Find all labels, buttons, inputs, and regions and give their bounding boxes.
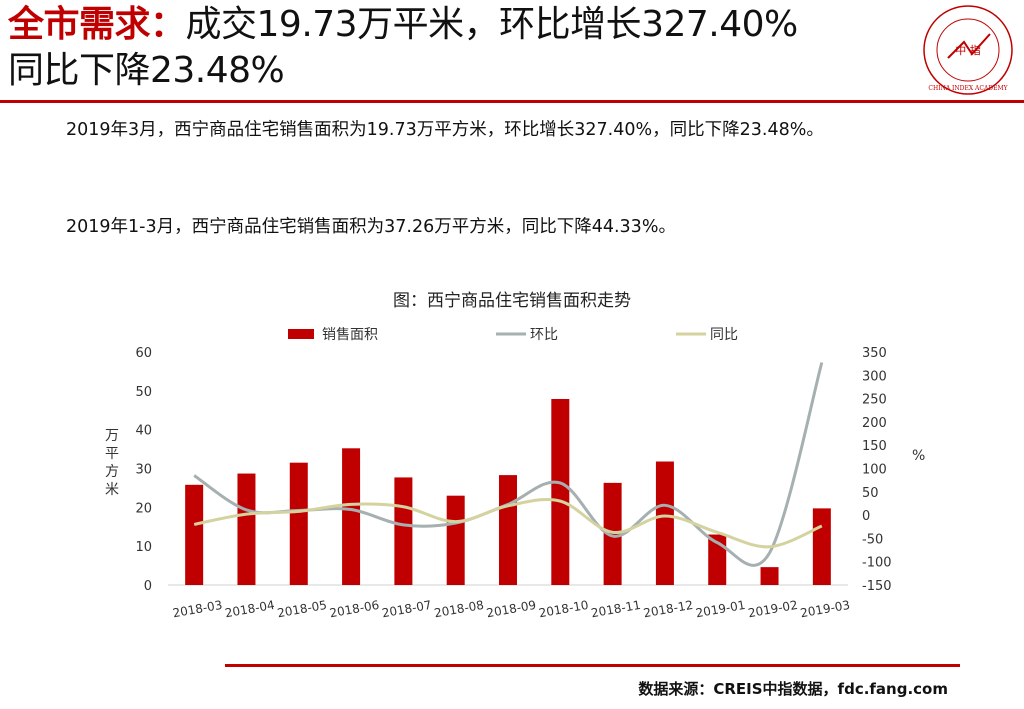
heading-lead: 全市需求： xyxy=(8,4,186,45)
x-tick-label: 2019-02 xyxy=(747,598,799,620)
bar-2018-03 xyxy=(185,484,204,585)
page-heading: 全市需求：成交19.73万平米，环比增长327.40% 同比下降23.48% xyxy=(8,2,908,94)
left-tick-label: 40 xyxy=(135,424,152,439)
right-tick-label: 200 xyxy=(862,416,887,431)
bar-2018-12 xyxy=(655,461,674,585)
bar-2018-11 xyxy=(603,482,622,585)
logo-ring-text: CHINA INDEX ACADEMY xyxy=(928,85,1008,92)
x-tick-label: 2018-10 xyxy=(538,598,590,620)
right-tick-label: -50 xyxy=(862,532,883,547)
x-tick-label: 2018-05 xyxy=(276,598,328,620)
left-axis-label-char: 万 xyxy=(105,428,119,444)
right-tick-label: 0 xyxy=(862,509,870,524)
x-axis-labels: 2018-03 2018-04 2018-05 2018-06 2018-07 2018-… xyxy=(172,598,852,620)
summary-paragraph-2: 2019年1-3月，西宁商品住宅销售面积为37.26万平方米，同比下降44.33… xyxy=(66,217,676,237)
bar-2019-02 xyxy=(760,567,779,585)
left-axis: 0 10 20 30 40 50 60 xyxy=(135,346,152,594)
academy-logo: 中 指 CHINA INDEX ACADEMY xyxy=(923,5,1013,95)
right-tick-label: 100 xyxy=(862,463,887,478)
bar-2019-01 xyxy=(708,534,727,585)
heading-line2: 同比下降23.48% xyxy=(8,50,285,91)
legend-label: 环比 xyxy=(530,327,558,343)
sales-area-chart: 销售面积 环比 同比 0 10 20 30 40 50 60 -150 -100 -50 0 50 100… xyxy=(105,327,925,620)
left-axis-label-char: 平 xyxy=(105,446,119,462)
right-axis: -150 -100 -50 0 50 100 150 200 250 300 350 xyxy=(862,346,892,594)
data-source: 数据来源：CREIS中指数据，fdc.fang.com xyxy=(638,680,948,698)
right-axis-label: % xyxy=(912,448,925,464)
bar-2018-07 xyxy=(394,477,413,585)
left-tick-label: 20 xyxy=(135,501,152,516)
logo-center-text: 中 指 xyxy=(955,43,981,57)
x-tick-label: 2018-09 xyxy=(485,598,537,620)
x-tick-label: 2018-03 xyxy=(172,598,224,620)
line-series xyxy=(193,362,824,567)
x-tick-label: 2018-06 xyxy=(328,598,380,620)
bar-series xyxy=(185,398,831,585)
left-tick-label: 30 xyxy=(135,463,152,478)
x-tick-label: 2018-12 xyxy=(642,598,694,620)
legend-label: 销售面积 xyxy=(322,327,378,343)
bar-2018-08 xyxy=(446,495,465,585)
x-tick-label: 2019-01 xyxy=(695,598,747,620)
legend-label: 同比 xyxy=(710,327,738,343)
bar-2018-04 xyxy=(237,473,256,585)
header-divider xyxy=(0,100,1024,103)
right-tick-label: -100 xyxy=(862,556,892,571)
left-tick-label: 60 xyxy=(135,346,152,361)
bar-2019-03 xyxy=(812,508,831,585)
bar-2018-10 xyxy=(551,398,570,585)
bar-2018-09 xyxy=(499,475,517,585)
x-tick-label: 2018-07 xyxy=(381,598,433,620)
x-tick-label: 2018-08 xyxy=(433,598,485,620)
line-yoy xyxy=(193,498,823,549)
footer-divider xyxy=(225,664,960,667)
bar-2018-05 xyxy=(289,462,308,585)
chart-title: 图：西宁商品住宅销售面积走势 xyxy=(393,291,631,311)
right-tick-label: -150 xyxy=(862,579,892,594)
x-tick-label: 2018-04 xyxy=(224,598,276,620)
left-axis-label-char: 方 xyxy=(105,464,119,480)
summary-paragraph-1: 2019年3月，西宁商品住宅销售面积为19.73万平方米，环比增长327.40%… xyxy=(66,120,824,140)
right-tick-label: 300 xyxy=(862,369,887,384)
left-tick-label: 0 xyxy=(144,579,152,594)
x-tick-label: 2018-11 xyxy=(590,598,642,620)
right-tick-label: 250 xyxy=(862,393,887,408)
heading-line1: 成交19.73万平米，环比增长327.40% xyxy=(185,4,799,45)
chart-legend: 销售面积 环比 同比 xyxy=(288,327,738,343)
x-tick-label: 2019-03 xyxy=(799,598,851,620)
left-axis-label-char: 米 xyxy=(105,482,119,498)
right-tick-label: 50 xyxy=(862,486,879,501)
legend-swatch-bar xyxy=(288,329,314,339)
right-tick-label: 150 xyxy=(862,439,887,454)
left-tick-label: 10 xyxy=(135,540,152,555)
bar-2018-06 xyxy=(342,448,361,585)
left-tick-label: 50 xyxy=(135,385,152,400)
right-tick-label: 350 xyxy=(862,346,887,361)
left-axis-label: 万平方米 xyxy=(105,428,119,498)
